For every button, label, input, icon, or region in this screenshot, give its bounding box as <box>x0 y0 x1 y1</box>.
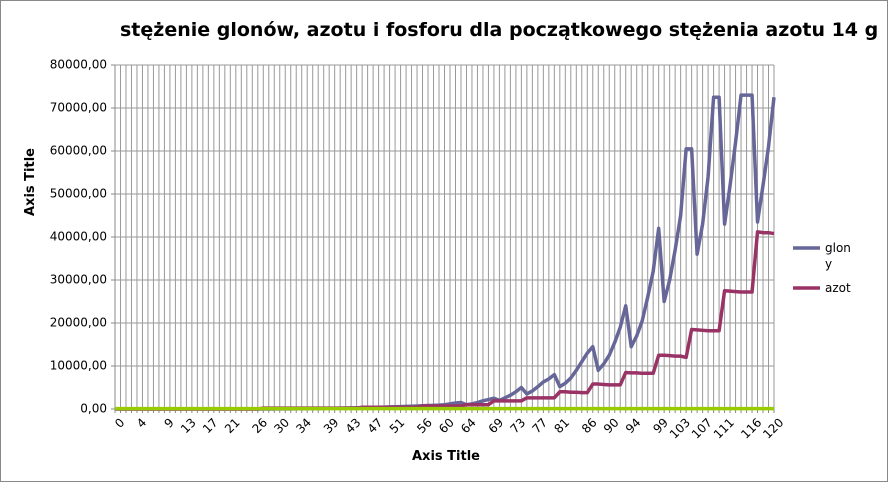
y-tick-label: 20000,00 <box>50 316 107 330</box>
y-axis-title: Axis Title <box>23 148 38 216</box>
y-tick-label: 30000,00 <box>50 273 107 287</box>
y-tick-label: 0,00 <box>80 402 107 416</box>
y-tick-label: 80000,00 <box>50 58 107 72</box>
y-tick-label: 60000,00 <box>50 144 107 158</box>
legend-label: glony <box>825 241 851 271</box>
legend-label: azot <box>825 281 851 295</box>
y-tick-label: 40000,00 <box>50 230 107 244</box>
y-tick-label: 50000,00 <box>50 187 107 201</box>
y-tick-label: 70000,00 <box>50 101 107 115</box>
chart-title: stężenie glonów, azotu i fosforu dla poc… <box>120 19 878 41</box>
y-tick-label: 10000,00 <box>50 359 107 373</box>
x-axis-title: Axis Title <box>412 449 480 464</box>
